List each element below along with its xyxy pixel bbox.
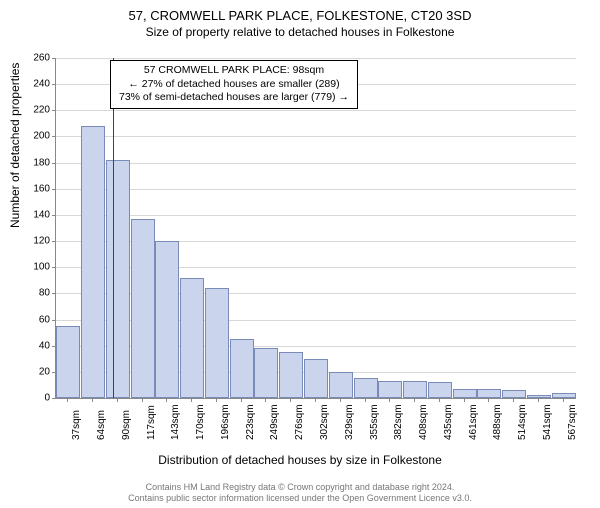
ytick-label: 260 (20, 53, 50, 64)
gridline (56, 189, 576, 190)
bar (502, 390, 526, 398)
gridline (56, 136, 576, 137)
gridline (56, 58, 576, 59)
info-box: 57 CROMWELL PARK PLACE: 98sqm ← 27% of d… (110, 60, 358, 109)
xtick-mark (389, 398, 390, 402)
footer: Contains HM Land Registry data © Crown c… (0, 482, 600, 504)
xtick-label: 514sqm (517, 404, 528, 440)
ytick-label: 80 (20, 288, 50, 299)
xtick-mark (365, 398, 366, 402)
ytick-label: 0 (20, 393, 50, 404)
xtick-label: 90sqm (121, 410, 132, 440)
plot-area (55, 58, 576, 399)
info-box-line1: 57 CROMWELL PARK PLACE: 98sqm (119, 64, 349, 78)
xtick-label: 143sqm (170, 404, 181, 440)
xtick-label: 223sqm (245, 404, 256, 440)
xtick-label: 435sqm (443, 404, 454, 440)
ytick-label: 60 (20, 314, 50, 325)
xtick-mark (166, 398, 167, 402)
bar (304, 359, 328, 398)
footer-line2: Contains public sector information licen… (0, 493, 600, 504)
bar (527, 395, 551, 398)
xtick-mark (92, 398, 93, 402)
xtick-label: 408sqm (418, 404, 429, 440)
xtick-mark (414, 398, 415, 402)
xtick-label: 355sqm (369, 404, 380, 440)
xtick-mark (340, 398, 341, 402)
xtick-mark (464, 398, 465, 402)
xtick-label: 37sqm (71, 410, 82, 440)
info-box-line2: ← 27% of detached houses are smaller (28… (119, 78, 349, 92)
xtick-mark (142, 398, 143, 402)
bar (81, 126, 105, 398)
xtick-mark (216, 398, 217, 402)
xtick-mark (67, 398, 68, 402)
ytick-label: 160 (20, 183, 50, 194)
xtick-mark (488, 398, 489, 402)
bar (279, 352, 303, 398)
ytick-label: 180 (20, 157, 50, 168)
ytick-label: 40 (20, 340, 50, 351)
xtick-label: 249sqm (269, 404, 280, 440)
marker-line (113, 58, 114, 398)
y-axis-label: Number of detached properties (8, 63, 22, 228)
bar (155, 241, 179, 398)
bar (477, 389, 501, 398)
xtick-label: 488sqm (492, 404, 503, 440)
page-title: 57, CROMWELL PARK PLACE, FOLKESTONE, CT2… (0, 8, 600, 23)
bar (403, 381, 427, 398)
bar (329, 372, 353, 398)
gridline (56, 163, 576, 164)
xtick-mark (439, 398, 440, 402)
xtick-mark (117, 398, 118, 402)
ytick-mark (52, 398, 56, 399)
bar (180, 278, 204, 398)
ytick-label: 120 (20, 236, 50, 247)
xtick-mark (265, 398, 266, 402)
footer-line1: Contains HM Land Registry data © Crown c… (0, 482, 600, 493)
bar (453, 389, 477, 398)
xtick-label: 541sqm (542, 404, 553, 440)
xtick-mark (563, 398, 564, 402)
bar (106, 160, 130, 398)
xtick-label: 64sqm (96, 410, 107, 440)
bar (378, 381, 402, 398)
gridline (56, 215, 576, 216)
bar (254, 348, 278, 398)
chart-area: 02040608010012014016018020022024026037sq… (55, 58, 575, 428)
xtick-mark (538, 398, 539, 402)
xtick-label: 196sqm (220, 404, 231, 440)
bar (205, 288, 229, 398)
xtick-mark (513, 398, 514, 402)
ytick-label: 220 (20, 105, 50, 116)
xtick-label: 302sqm (319, 404, 330, 440)
bar (354, 378, 378, 398)
xtick-label: 276sqm (294, 404, 305, 440)
xtick-label: 382sqm (393, 404, 404, 440)
xtick-label: 329sqm (344, 404, 355, 440)
xtick-label: 461sqm (468, 404, 479, 440)
xtick-mark (315, 398, 316, 402)
bar (552, 393, 576, 398)
info-box-line3: 73% of semi-detached houses are larger (… (119, 91, 349, 105)
page-subtitle: Size of property relative to detached ho… (0, 25, 600, 39)
xtick-label: 170sqm (195, 404, 206, 440)
x-axis-label: Distribution of detached houses by size … (0, 453, 600, 467)
bar (428, 382, 452, 398)
ytick-label: 140 (20, 209, 50, 220)
bar (56, 326, 80, 398)
gridline (56, 110, 576, 111)
bar (131, 219, 155, 398)
ytick-label: 20 (20, 366, 50, 377)
xtick-mark (290, 398, 291, 402)
ytick-label: 200 (20, 131, 50, 142)
xtick-mark (241, 398, 242, 402)
xtick-mark (191, 398, 192, 402)
bar (230, 339, 254, 398)
xtick-label: 117sqm (146, 405, 157, 440)
ytick-label: 100 (20, 262, 50, 273)
ytick-label: 240 (20, 79, 50, 90)
xtick-label: 567sqm (567, 404, 578, 440)
